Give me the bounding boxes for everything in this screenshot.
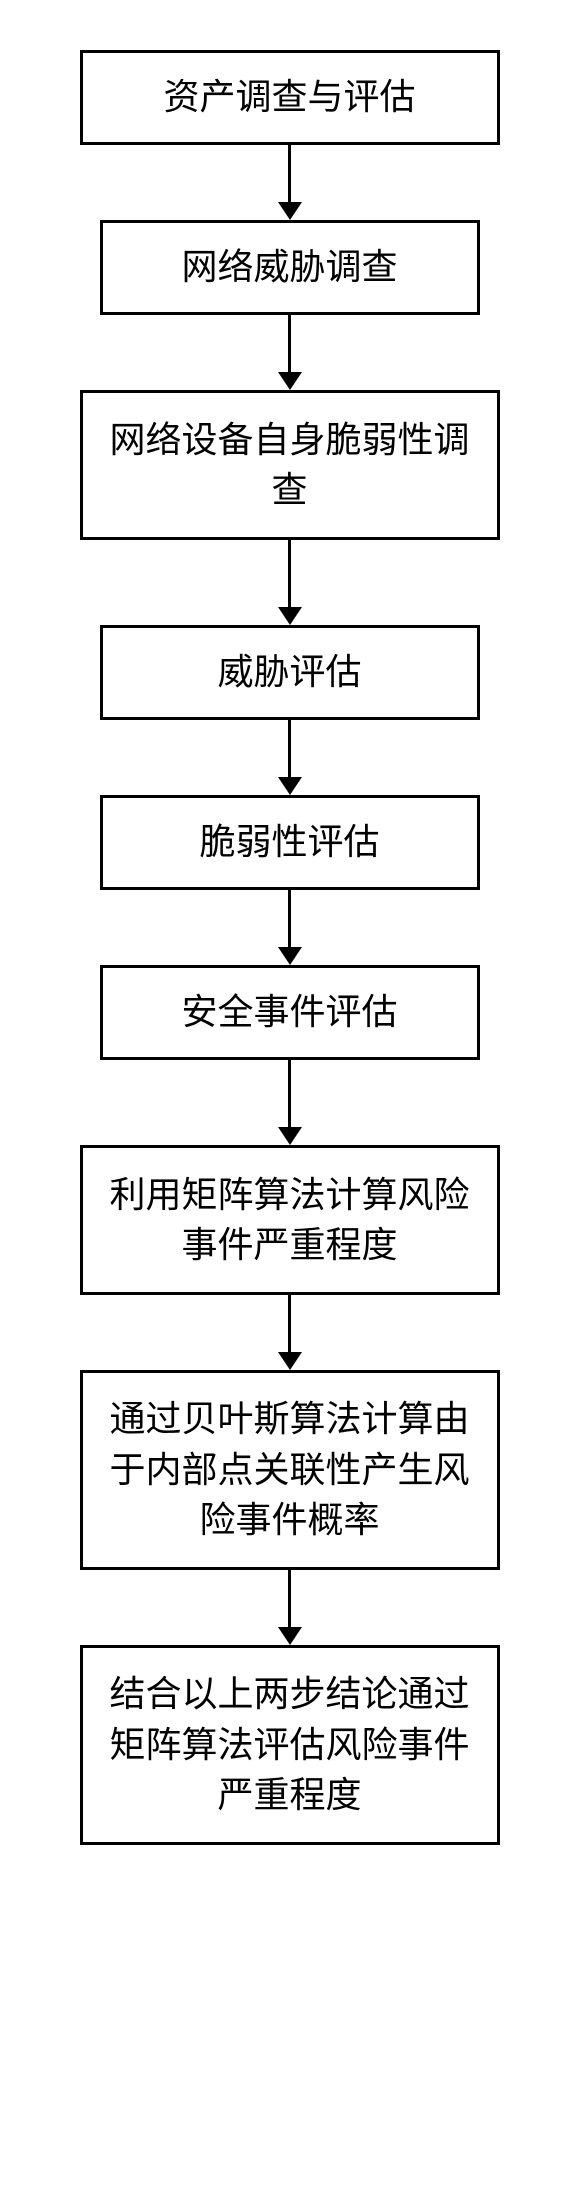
- flow-node-threat-survey: 网络威胁调查: [100, 220, 480, 315]
- flow-node-threat-assessment: 威胁评估: [100, 625, 480, 720]
- arrow-head-icon: [278, 607, 302, 625]
- node-label: 网络威胁调查: [181, 242, 397, 292]
- node-label: 安全事件评估: [181, 987, 397, 1037]
- arrow-head-icon: [278, 1352, 302, 1370]
- node-label: 通过贝叶斯算法计算由于内部点关联性产生风险事件概率: [103, 1394, 477, 1545]
- node-label: 脆弱性评估: [199, 817, 379, 867]
- arrow-head-icon: [278, 202, 302, 220]
- flow-node-bayes-probability: 通过贝叶斯算法计算由于内部点关联性产生风险事件概率: [80, 1370, 500, 1570]
- flow-node-asset-survey: 资产调查与评估: [80, 50, 500, 145]
- flow-arrow: [278, 1060, 302, 1145]
- flow-arrow: [278, 1570, 302, 1645]
- arrow-line: [288, 890, 291, 947]
- arrow-line: [288, 315, 291, 372]
- flow-node-matrix-severity: 利用矩阵算法计算风险事件严重程度: [80, 1145, 500, 1295]
- arrow-head-icon: [278, 1627, 302, 1645]
- node-label: 威胁评估: [217, 647, 361, 697]
- arrow-line: [288, 720, 291, 777]
- arrow-line: [288, 1060, 291, 1127]
- node-label: 结合以上两步结论通过矩阵算法评估风险事件严重程度: [103, 1669, 477, 1820]
- arrow-line: [288, 1295, 291, 1352]
- arrow-head-icon: [278, 372, 302, 390]
- node-label: 利用矩阵算法计算风险事件严重程度: [103, 1170, 477, 1271]
- flow-arrow: [278, 540, 302, 625]
- arrow-head-icon: [278, 777, 302, 795]
- arrow-head-icon: [278, 1127, 302, 1145]
- flow-node-vulnerability-assessment: 脆弱性评估: [100, 795, 480, 890]
- flow-arrow: [278, 145, 302, 220]
- flow-node-security-event-assessment: 安全事件评估: [100, 965, 480, 1060]
- flow-arrow: [278, 315, 302, 390]
- arrow-line: [288, 1570, 291, 1627]
- arrow-line: [288, 145, 291, 202]
- flow-node-final-assessment: 结合以上两步结论通过矩阵算法评估风险事件严重程度: [80, 1645, 500, 1845]
- flow-arrow: [278, 720, 302, 795]
- arrow-line: [288, 540, 291, 607]
- flow-arrow: [278, 890, 302, 965]
- node-label: 资产调查与评估: [163, 72, 415, 122]
- flow-arrow: [278, 1295, 302, 1370]
- flow-node-vulnerability-survey: 网络设备自身脆弱性调查: [80, 390, 500, 540]
- node-label: 网络设备自身脆弱性调查: [103, 415, 477, 516]
- flowchart-container: 资产调查与评估 网络威胁调查 网络设备自身脆弱性调查 威胁评估 脆弱性评估 安全…: [0, 0, 579, 1845]
- arrow-head-icon: [278, 947, 302, 965]
